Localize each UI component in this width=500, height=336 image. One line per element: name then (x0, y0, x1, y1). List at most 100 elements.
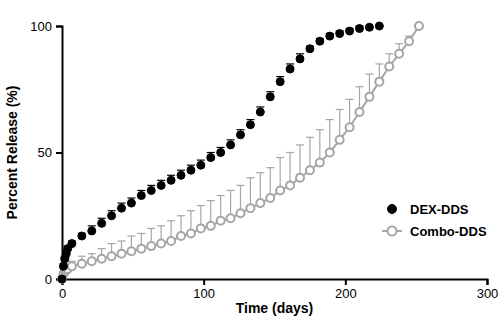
data-point (147, 242, 155, 250)
error-bar-cap (78, 256, 86, 257)
data-point (58, 275, 66, 283)
error-bar-cap (246, 177, 254, 178)
tick-mark (56, 152, 62, 154)
error-bar-cap (167, 220, 175, 221)
tick-mark (345, 279, 347, 285)
error-bar-cap (316, 129, 324, 130)
data-point (197, 161, 205, 169)
data-point (415, 22, 423, 30)
data-point (197, 224, 205, 232)
tick-label: 100 (30, 19, 52, 34)
data-point (296, 55, 304, 63)
error-bar-cap (356, 86, 364, 87)
error-bar-cap (237, 129, 245, 130)
error-bar-cap (137, 233, 145, 234)
data-point (187, 229, 195, 237)
data-point (118, 204, 126, 212)
data-point (108, 212, 116, 220)
data-point (187, 166, 195, 174)
error-bar-cap (217, 147, 225, 148)
data-point (316, 159, 324, 167)
data-point (395, 50, 403, 58)
error-bar-cap (108, 243, 116, 244)
error-bar-cap (167, 175, 175, 176)
data-point (296, 174, 304, 182)
error-bar-cap (256, 172, 264, 173)
data-point (68, 240, 76, 248)
data-point (157, 240, 165, 248)
chart-svg: 0100200300050100Time (days)Percent Relea… (0, 0, 500, 336)
data-point (356, 25, 364, 33)
data-point (207, 154, 215, 162)
data-point (98, 219, 106, 227)
data-point (266, 194, 274, 202)
error-bar-cap (98, 218, 106, 219)
error-bar-cap (137, 190, 145, 191)
data-point (227, 141, 235, 149)
data-point (137, 245, 145, 253)
data-point (88, 227, 96, 235)
data-point (316, 37, 324, 45)
tick-label: 50 (38, 145, 52, 160)
error-bar-cap (237, 185, 245, 186)
error-bar-cap (365, 73, 373, 74)
tick-mark (56, 26, 62, 28)
data-point (78, 232, 86, 240)
error-bar-cap (207, 200, 215, 201)
y-axis: 050100 (30, 19, 62, 287)
error-bar-cap (217, 195, 225, 196)
error-bar-cap (286, 152, 294, 153)
legend-marker (388, 205, 397, 214)
error-bar-cap (187, 210, 195, 211)
data-point (217, 149, 225, 157)
error-bar-cap (118, 203, 126, 204)
data-point (336, 30, 344, 38)
x-axis: 0100200300 (59, 279, 498, 301)
data-point (346, 123, 354, 131)
error-bar-cap (147, 185, 155, 186)
tick-mark (487, 279, 489, 285)
error-bar-cap (227, 139, 235, 140)
data-point (365, 23, 373, 31)
data-point (336, 136, 344, 144)
error-bar-cap (385, 53, 393, 54)
error-bar-cap (157, 180, 165, 181)
data-point (346, 27, 354, 35)
error-bar-cap (177, 170, 185, 171)
legend-marker (388, 227, 397, 236)
data-point (326, 149, 334, 157)
data-point (405, 37, 413, 45)
error-bar-cap (296, 144, 304, 145)
data-point (68, 262, 76, 270)
error-bar-cap (147, 228, 155, 229)
data-point (256, 199, 264, 207)
y-axis-title: Percent Release (%) (4, 86, 20, 220)
axis-line (63, 280, 488, 286)
tick: 50 (38, 145, 62, 160)
series (58, 22, 423, 283)
data-point (286, 65, 294, 73)
data-point (127, 247, 135, 255)
data-point (237, 209, 245, 217)
data-point (375, 78, 383, 86)
error-bar-cap (157, 225, 165, 226)
data-point (167, 176, 175, 184)
error-bar-cap (207, 152, 215, 153)
tick-mark (203, 279, 205, 285)
legend: DEX-DDSCombo-DDS (382, 202, 487, 239)
data-point (286, 181, 294, 189)
data-point (207, 222, 215, 230)
data-point (256, 108, 264, 116)
tick-label: 200 (335, 286, 357, 301)
data-point (78, 260, 86, 268)
legend-label: Combo-DDS (410, 224, 487, 239)
data-point (127, 199, 135, 207)
data-point (276, 78, 284, 86)
data-point (246, 121, 254, 129)
data-point (157, 181, 165, 189)
data-point (98, 255, 106, 263)
error-bar-cap (118, 240, 126, 241)
error-bar-cap (127, 197, 135, 198)
error-bar-cap (246, 119, 254, 120)
data-layer (58, 22, 423, 283)
